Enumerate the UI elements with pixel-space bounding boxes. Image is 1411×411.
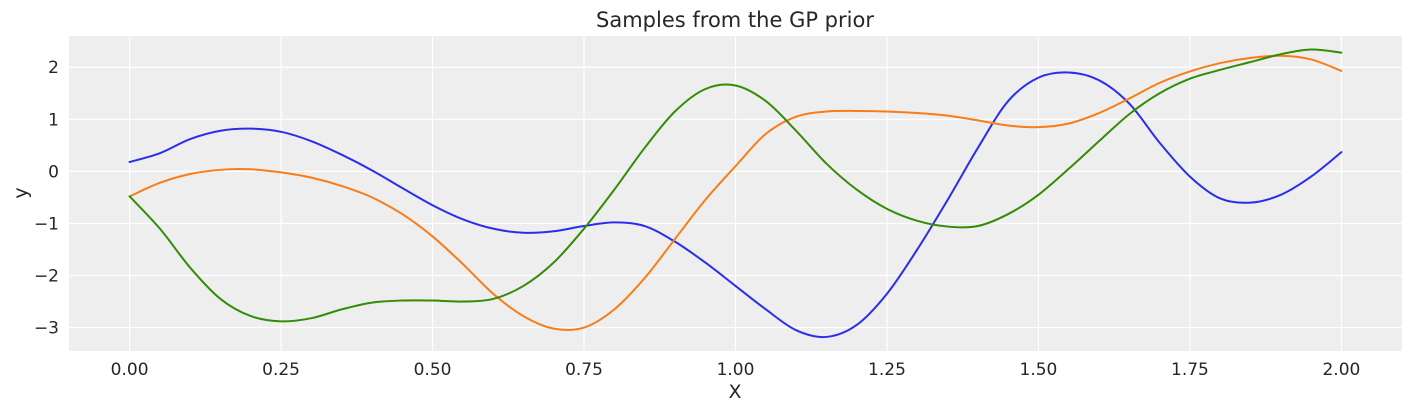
series-line-2 — [128, 54, 1343, 332]
y-axis-label: y — [10, 187, 32, 198]
x-tick-label: 0.00 — [111, 360, 149, 380]
series-line-1 — [128, 71, 1343, 339]
y-tick-label: −3 — [34, 319, 59, 339]
x-tick-labels: 0.00 0.25 0.50 0.75 1.00 1.25 1.50 1.75 2.00 — [111, 360, 1361, 380]
x-tick-label: 0.25 — [262, 360, 300, 380]
series-layer — [128, 48, 1343, 339]
x-tick-label: 2.00 — [1322, 360, 1360, 380]
y-tick-labels: −3 −2 −1 0 1 2 — [34, 58, 59, 338]
gridlines — [69, 36, 1402, 351]
y-tick-label: 2 — [48, 58, 59, 78]
y-tick-label: −1 — [34, 214, 59, 234]
x-tick-label: 1.00 — [717, 360, 755, 380]
y-tick-label: 0 — [48, 162, 59, 182]
x-axis-label: X — [728, 381, 741, 403]
y-tick-label: 1 — [48, 110, 59, 130]
x-tick-label: 0.50 — [414, 360, 452, 380]
x-tick-label: 1.50 — [1020, 360, 1058, 380]
x-tick-label: 1.25 — [868, 360, 906, 380]
series-line-3 — [128, 48, 1343, 323]
y-tick-label: −2 — [34, 267, 59, 287]
chart-title: Samples from the GP prior — [596, 8, 874, 32]
x-tick-label: 1.75 — [1171, 360, 1209, 380]
x-tick-label: 0.75 — [565, 360, 603, 380]
